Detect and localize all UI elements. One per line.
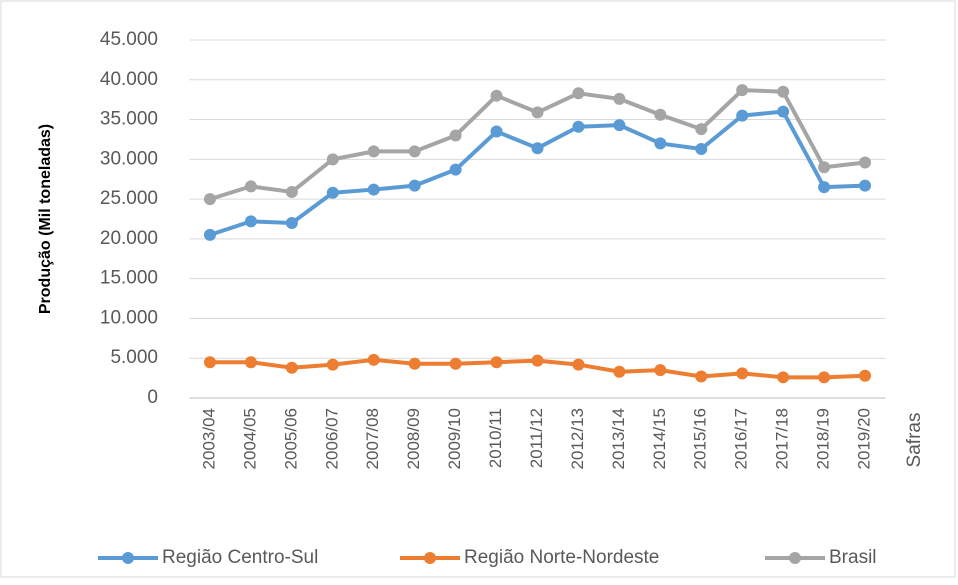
point (367, 145, 380, 158)
point (408, 357, 421, 370)
point (285, 216, 298, 229)
y-tick-label: 35.000 (100, 109, 158, 130)
point (367, 183, 380, 196)
x-tick-label: 2011/12 (527, 408, 546, 468)
point (244, 356, 257, 369)
x-tick-label: 2007/08 (363, 408, 382, 469)
legend-marker (122, 552, 134, 564)
point (408, 179, 421, 192)
point (572, 358, 585, 371)
y-tick-label: 0 (147, 387, 158, 408)
point (695, 370, 708, 383)
point (859, 156, 872, 169)
point (777, 371, 790, 384)
legend-label: Brasil (829, 547, 877, 568)
point (203, 228, 216, 241)
point (695, 142, 708, 155)
point (367, 353, 380, 366)
x-tick-label: 2004/05 (240, 408, 259, 469)
y-tick-label: 30.000 (100, 148, 158, 169)
legend-label: Região Centro-Sul (162, 547, 318, 568)
point (449, 357, 462, 370)
x-tick-label: 2018/19 (814, 408, 833, 469)
point (572, 120, 585, 133)
point (203, 356, 216, 369)
y-tick-label: 40.000 (100, 69, 158, 90)
point (613, 365, 626, 378)
legend-marker (789, 552, 801, 564)
point (408, 145, 421, 158)
point (736, 367, 749, 380)
point (654, 108, 667, 121)
point (777, 85, 790, 98)
x-tick-label: 2003/04 (199, 408, 218, 469)
point (244, 180, 257, 193)
x-tick-label: 2016/17 (732, 408, 751, 469)
y-tick-label: 45.000 (100, 29, 158, 50)
point (531, 142, 544, 155)
point (490, 89, 503, 102)
point (326, 358, 339, 371)
y-tick-label: 15.000 (100, 268, 158, 289)
point (531, 354, 544, 367)
x-tick-label: 2013/14 (609, 408, 628, 469)
x-tick-label: 2005/06 (281, 408, 300, 469)
y-tick-label: 10.000 (100, 307, 158, 328)
y-axis-label: Produção (Mil toneladas) (37, 124, 54, 314)
point (736, 84, 749, 97)
point (326, 186, 339, 199)
point (203, 193, 216, 206)
point (818, 371, 831, 384)
legend-label: Região Norte-Nordeste (464, 547, 659, 568)
point (777, 105, 790, 118)
point (736, 109, 749, 122)
y-tick-label: 25.000 (100, 188, 158, 209)
point (285, 185, 298, 198)
point (285, 361, 298, 374)
x-axis-label: Safras (904, 413, 925, 468)
point (859, 179, 872, 192)
point (818, 181, 831, 194)
point (531, 106, 544, 119)
x-tick-label: 2006/07 (322, 408, 341, 469)
legend-marker (424, 552, 436, 564)
x-tick-label: 2015/16 (691, 408, 710, 469)
point (244, 215, 257, 228)
y-tick-label: 20.000 (100, 228, 158, 249)
x-tick-label: 2008/09 (404, 408, 423, 469)
point (326, 153, 339, 166)
x-tick-label: 2014/15 (650, 408, 669, 469)
point (654, 364, 667, 377)
point (449, 129, 462, 142)
point (613, 92, 626, 105)
point (490, 125, 503, 138)
point (859, 369, 872, 382)
y-tick-label: 5.000 (110, 347, 158, 368)
point (654, 137, 667, 150)
point (818, 161, 831, 174)
point (572, 87, 585, 100)
x-tick-label: 2012/13 (568, 408, 587, 469)
x-tick-label: 2019/20 (855, 408, 874, 469)
point (449, 163, 462, 176)
point (490, 356, 503, 369)
point (695, 123, 708, 136)
x-tick-label: 2017/18 (773, 408, 792, 469)
x-tick-label: 2010/11 (486, 408, 505, 468)
point (613, 119, 626, 132)
x-tick-label: 2009/10 (445, 408, 464, 469)
